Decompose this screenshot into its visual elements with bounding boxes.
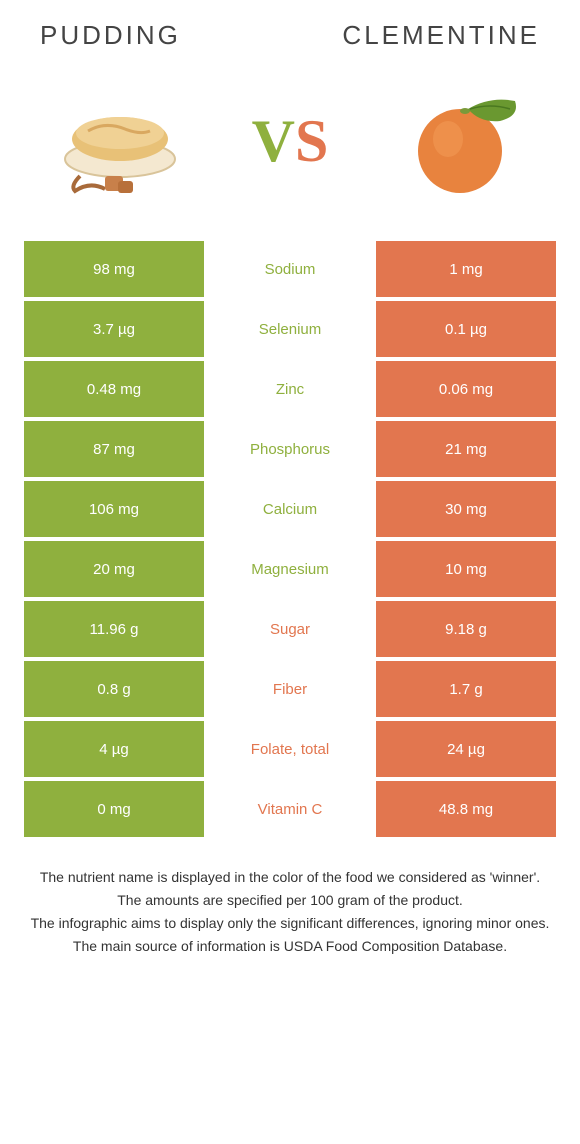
nutrient-label: Vitamin C <box>204 781 376 837</box>
vs-label: VS <box>252 107 329 176</box>
comparison-table: 98 mgSodium1 mg3.7 µgSelenium0.1 µg0.48 … <box>24 241 556 837</box>
footer-line-1: The nutrient name is displayed in the co… <box>30 867 550 888</box>
nutrient-row: 106 mgCalcium30 mg <box>24 481 556 537</box>
nutrient-row: 98 mgSodium1 mg <box>24 241 556 297</box>
value-right: 21 mg <box>376 421 556 477</box>
nutrient-label: Sodium <box>204 241 376 297</box>
value-right: 1 mg <box>376 241 556 297</box>
nutrient-row: 20 mgMagnesium10 mg <box>24 541 556 597</box>
value-right: 24 µg <box>376 721 556 777</box>
value-left: 0.8 g <box>24 661 204 717</box>
value-left: 4 µg <box>24 721 204 777</box>
footer-line-2: The amounts are specified per 100 gram o… <box>30 890 550 911</box>
value-left: 87 mg <box>24 421 204 477</box>
value-left: 11.96 g <box>24 601 204 657</box>
nutrient-label: Zinc <box>204 361 376 417</box>
footer-line-3: The infographic aims to display only the… <box>30 913 550 934</box>
value-left: 3.7 µg <box>24 301 204 357</box>
footer-line-4: The main source of information is USDA F… <box>30 936 550 957</box>
vs-v: V <box>252 108 295 174</box>
nutrient-label: Fiber <box>204 661 376 717</box>
vs-s: S <box>295 108 328 174</box>
value-left: 20 mg <box>24 541 204 597</box>
pudding-image <box>50 81 190 201</box>
value-right: 0.1 µg <box>376 301 556 357</box>
nutrient-row: 0.8 gFiber1.7 g <box>24 661 556 717</box>
value-right: 0.06 mg <box>376 361 556 417</box>
nutrient-label: Magnesium <box>204 541 376 597</box>
food-left-title: PUDDING <box>40 20 181 51</box>
value-right: 30 mg <box>376 481 556 537</box>
nutrient-label: Phosphorus <box>204 421 376 477</box>
value-right: 1.7 g <box>376 661 556 717</box>
value-left: 0 mg <box>24 781 204 837</box>
value-left: 98 mg <box>24 241 204 297</box>
nutrient-label: Selenium <box>204 301 376 357</box>
clementine-image <box>390 81 530 201</box>
nutrient-label: Calcium <box>204 481 376 537</box>
nutrient-label: Folate, total <box>204 721 376 777</box>
value-left: 106 mg <box>24 481 204 537</box>
value-right: 9.18 g <box>376 601 556 657</box>
value-left: 0.48 mg <box>24 361 204 417</box>
nutrient-row: 0.48 mgZinc0.06 mg <box>24 361 556 417</box>
value-right: 48.8 mg <box>376 781 556 837</box>
nutrient-row: 3.7 µgSelenium0.1 µg <box>24 301 556 357</box>
nutrient-row: 11.96 gSugar9.18 g <box>24 601 556 657</box>
footer-notes: The nutrient name is displayed in the co… <box>30 867 550 957</box>
nutrient-row: 4 µgFolate, total24 µg <box>24 721 556 777</box>
nutrient-row: 0 mgVitamin C48.8 mg <box>24 781 556 837</box>
food-right-title: CLEMENTINE <box>342 20 540 51</box>
value-right: 10 mg <box>376 541 556 597</box>
nutrient-row: 87 mgPhosphorus21 mg <box>24 421 556 477</box>
hero-row: VS <box>10 81 570 201</box>
nutrient-label: Sugar <box>204 601 376 657</box>
